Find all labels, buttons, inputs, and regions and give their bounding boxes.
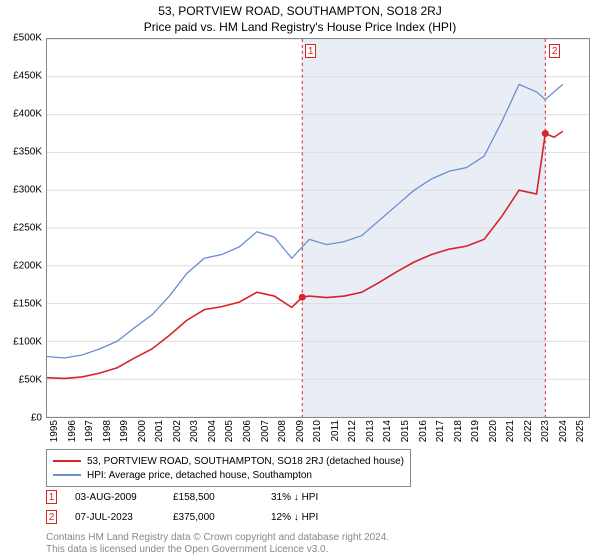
x-tick-label: 2003 xyxy=(189,420,200,442)
x-tick-label: 2025 xyxy=(575,420,586,442)
x-tick-label: 2013 xyxy=(365,420,376,442)
x-tick-label: 2006 xyxy=(242,420,253,442)
x-tick-label: 2012 xyxy=(347,420,358,442)
x-tick-label: 2017 xyxy=(435,420,446,442)
x-tick-label: 2005 xyxy=(224,420,235,442)
chart-area: £0£50K£100K£150K£200K£250K£300K£350K£400… xyxy=(46,38,590,418)
legend-item: 53, PORTVIEW ROAD, SOUTHAMPTON, SO18 2RJ… xyxy=(53,454,404,468)
x-tick-label: 2014 xyxy=(382,420,393,442)
y-tick-label: £250K xyxy=(13,223,42,234)
event-price-2: £375,000 xyxy=(173,512,253,523)
x-tick-label: 2016 xyxy=(418,420,429,442)
event-row-1: 1 03-AUG-2009 £158,500 31% ↓ HPI xyxy=(46,490,351,504)
x-tick-label: 2022 xyxy=(523,420,534,442)
x-tick-label: 2020 xyxy=(488,420,499,442)
x-tick-label: 2004 xyxy=(207,420,218,442)
x-tick-label: 1996 xyxy=(67,420,78,442)
y-tick-label: £350K xyxy=(13,147,42,158)
y-tick-label: £200K xyxy=(13,261,42,272)
legend-swatch xyxy=(53,460,81,462)
legend-item: HPI: Average price, detached house, Sout… xyxy=(53,468,404,482)
event-date-1: 03-AUG-2009 xyxy=(75,492,155,503)
x-tick-label: 2002 xyxy=(172,420,183,442)
event-date-2: 07-JUL-2023 xyxy=(75,512,155,523)
x-tick-label: 2019 xyxy=(470,420,481,442)
y-tick-label: £100K xyxy=(13,337,42,348)
footer-line-1: Contains HM Land Registry data © Crown c… xyxy=(46,532,389,543)
x-tick-label: 2000 xyxy=(137,420,148,442)
x-tick-label: 2011 xyxy=(330,420,341,442)
event-diff-1: 31% ↓ HPI xyxy=(271,492,351,503)
x-tick-label: 1998 xyxy=(102,420,113,442)
x-tick-label: 2021 xyxy=(505,420,516,442)
chart-subtitle: Price paid vs. HM Land Registry's House … xyxy=(0,18,600,38)
legend-swatch xyxy=(53,474,81,476)
chart-title: 53, PORTVIEW ROAD, SOUTHAMPTON, SO18 2RJ xyxy=(0,0,600,18)
chart-event-marker: 1 xyxy=(305,44,316,58)
x-tick-label: 2024 xyxy=(558,420,569,442)
x-tick-label: 1997 xyxy=(84,420,95,442)
legend-label: 53, PORTVIEW ROAD, SOUTHAMPTON, SO18 2RJ… xyxy=(87,456,404,467)
y-tick-label: £150K xyxy=(13,299,42,310)
x-tick-label: 2009 xyxy=(295,420,306,442)
x-tick-label: 2007 xyxy=(260,420,271,442)
chart-plot xyxy=(46,38,590,418)
x-tick-label: 2001 xyxy=(154,420,165,442)
x-tick-label: 1995 xyxy=(49,420,60,442)
y-tick-label: £450K xyxy=(13,71,42,82)
x-tick-label: 2023 xyxy=(540,420,551,442)
x-tick-label: 2018 xyxy=(453,420,464,442)
y-tick-label: £0 xyxy=(31,413,42,424)
event-price-1: £158,500 xyxy=(173,492,253,503)
event-marker-2: 2 xyxy=(46,510,57,524)
y-tick-label: £300K xyxy=(13,185,42,196)
chart-event-marker: 2 xyxy=(549,44,560,58)
legend-label: HPI: Average price, detached house, Sout… xyxy=(87,470,312,481)
x-tick-label: 2015 xyxy=(400,420,411,442)
y-tick-label: £400K xyxy=(13,109,42,120)
event-diff-2: 12% ↓ HPI xyxy=(271,512,351,523)
y-tick-label: £50K xyxy=(19,375,42,386)
x-tick-label: 2008 xyxy=(277,420,288,442)
event-row-2: 2 07-JUL-2023 £375,000 12% ↓ HPI xyxy=(46,510,351,524)
footer-line-2: This data is licensed under the Open Gov… xyxy=(46,544,328,555)
event-marker-1: 1 xyxy=(46,490,57,504)
y-tick-label: £500K xyxy=(13,33,42,44)
x-tick-label: 2010 xyxy=(312,420,323,442)
legend: 53, PORTVIEW ROAD, SOUTHAMPTON, SO18 2RJ… xyxy=(46,449,411,487)
x-tick-label: 1999 xyxy=(119,420,130,442)
